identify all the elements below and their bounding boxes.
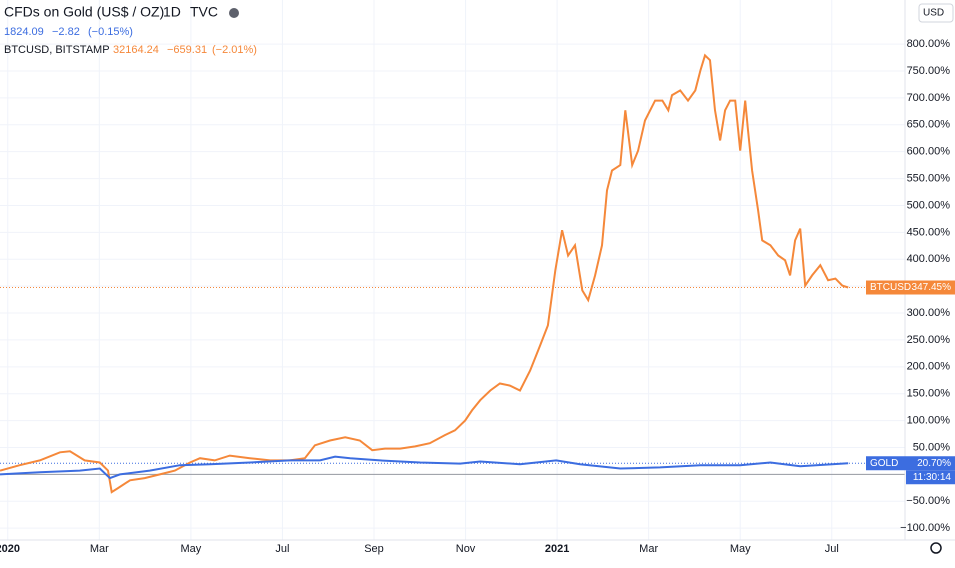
y-tick-label: 300.00%: [907, 307, 951, 319]
y-tick-label: 50.00%: [913, 441, 951, 453]
y-tick-label: 500.00%: [907, 199, 951, 211]
currency[interactable]: USD: [923, 8, 944, 19]
y-tick-label: 750.00%: [907, 65, 951, 77]
x-tick-label: Mar: [90, 543, 109, 555]
interval: 1D: [163, 4, 181, 20]
y-tick-label: 400.00%: [907, 253, 951, 265]
price-tag-name: BTCUSD: [870, 282, 911, 293]
grid: [0, 0, 905, 540]
y-tick-label: 600.00%: [907, 146, 951, 158]
btc-price: 32164.24: [113, 44, 159, 56]
y-tick-label: −50.00%: [906, 495, 950, 507]
y-tick-label: 200.00%: [907, 361, 951, 373]
x-tick-label: Jul: [825, 543, 839, 555]
y-tick-label: 150.00%: [907, 388, 951, 400]
gold-change: −2.82: [52, 26, 80, 38]
price-tag-name: GOLD: [870, 458, 898, 469]
x-tick-label: Sep: [364, 543, 384, 555]
series-line: [0, 455, 849, 480]
x-tick-label: Mar: [639, 543, 658, 555]
btc-change-pct: (−2.01%): [212, 44, 257, 56]
y-tick-label: 700.00%: [907, 92, 951, 104]
countdown-tag: [906, 470, 955, 485]
y-tick-label: 800.00%: [907, 38, 951, 50]
y-tick-label: 250.00%: [907, 334, 951, 346]
price-tag-value: 20.70%: [917, 458, 951, 469]
settings-icon[interactable]: [930, 542, 942, 554]
x-tick-label: 2021: [545, 543, 569, 555]
compare-symbol: BTCUSD, BITSTAMP: [4, 44, 110, 56]
y-tick-label: 650.00%: [907, 119, 951, 131]
gold-price: 1824.09: [4, 26, 44, 38]
x-tick-label: May: [730, 543, 751, 555]
y-tick-label: −100.00%: [900, 522, 950, 534]
exchange: TVC: [190, 4, 218, 20]
x-tick-label: May: [180, 543, 201, 555]
series-line: [0, 53, 849, 494]
btc-change: −659.31: [167, 44, 207, 56]
price-tag: [866, 280, 955, 295]
x-tick-label: 2020: [0, 543, 20, 555]
y-tick-label: 100.00%: [907, 415, 951, 427]
y-tick-label: 550.00%: [907, 172, 951, 184]
x-tick-label: Jul: [275, 543, 289, 555]
market-status[interactable]: [229, 8, 239, 18]
x-tick-label: Nov: [456, 543, 476, 555]
gold-change-pct: (−0.15%): [88, 26, 133, 38]
plot: [0, 53, 849, 494]
currency-button[interactable]: [918, 3, 954, 23]
symbol: CFDs on Gold (US$ / OZ): [4, 4, 164, 20]
price-tag: [866, 456, 955, 471]
y-tick-label: 450.00%: [907, 226, 951, 238]
countdown: 11:30:14: [913, 472, 952, 483]
price-tag-value: 347.45%: [912, 282, 952, 293]
